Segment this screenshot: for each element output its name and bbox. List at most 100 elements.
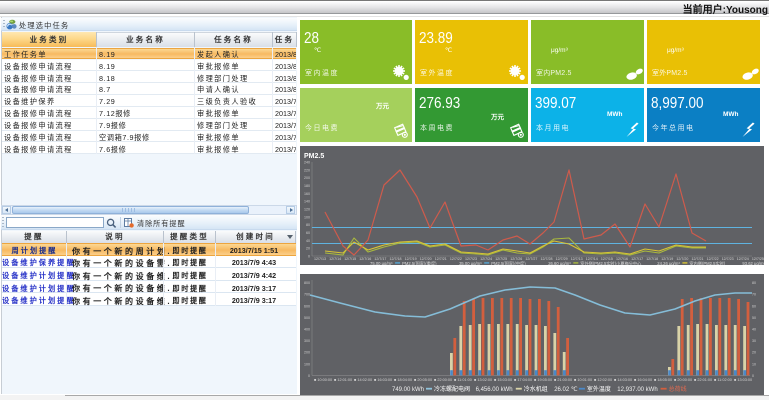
svg-text:■ 14:02:00: ■ 14:02:00 — [354, 378, 372, 382]
svg-text:■ 17:04:00: ■ 17:04:00 — [514, 378, 532, 382]
svg-text:100: 100 — [304, 362, 310, 366]
svg-text:■ 13:03:00: ■ 13:03:00 — [734, 378, 752, 382]
svg-text:12/7/27: 12/7/27 — [525, 257, 537, 261]
svg-text:12/7/22: 12/7/22 — [707, 257, 719, 261]
svg-text:0: 0 — [308, 255, 310, 259]
svg-text:■ 11:02:00: ■ 11:02:00 — [714, 378, 732, 382]
svg-text:70: 70 — [752, 293, 756, 297]
svg-text:■ 20:05:00: ■ 20:05:00 — [414, 378, 432, 382]
svg-text:180: 180 — [304, 184, 310, 188]
svg-text:总荷线: 总荷线 — [669, 385, 687, 393]
svg-text:700: 700 — [304, 293, 310, 297]
svg-text:24.26 μg/m³: 24.26 μg/m³ — [657, 261, 680, 265]
svg-text:■ 15:03:00: ■ 15:03:00 — [494, 378, 512, 382]
svg-text:35.00 μg/m³: 35.00 μg/m³ — [459, 261, 482, 265]
svg-text:60: 60 — [306, 231, 310, 235]
svg-text:■ 19:05:00: ■ 19:05:00 — [534, 378, 552, 382]
svg-text:12,937.00 kWh: 12,937.00 kWh — [617, 387, 657, 393]
svg-text:■ 18:05:00: ■ 18:05:00 — [654, 378, 672, 382]
svg-text:80: 80 — [306, 223, 310, 227]
svg-text:60: 60 — [752, 304, 756, 308]
svg-text:12/7/13: 12/7/13 — [571, 257, 583, 261]
svg-text:200: 200 — [304, 351, 310, 355]
svg-text:12/7/15: 12/7/15 — [344, 257, 356, 261]
svg-text:■ 16:03:00: ■ 16:03:00 — [374, 378, 392, 382]
svg-text:160: 160 — [304, 192, 310, 196]
svg-text:12/7/23: 12/7/23 — [465, 257, 477, 261]
svg-text:400: 400 — [304, 328, 310, 332]
svg-text:12/7/13: 12/7/13 — [314, 257, 326, 261]
svg-text:12/7/17: 12/7/17 — [631, 257, 643, 261]
svg-text:80: 80 — [752, 281, 756, 285]
svg-text:冷水机组: 冷水机组 — [524, 385, 548, 393]
svg-text:■ 11:01:00: ■ 11:01:00 — [454, 378, 472, 382]
svg-text:12/7/20: 12/7/20 — [676, 257, 688, 261]
svg-text:冷冻螺配电阀: 冷冻螺配电阀 — [434, 385, 470, 393]
svg-text:749.00 kWh: 749.00 kWh — [392, 387, 424, 393]
svg-text:75.00 μg/m³: 75.00 μg/m³ — [370, 261, 393, 265]
svg-text:12/7/19: 12/7/19 — [405, 257, 417, 261]
svg-text:240: 240 — [304, 161, 310, 165]
svg-text:■ 14:03:00: ■ 14:03:00 — [614, 378, 632, 382]
svg-text:12/7/20: 12/7/20 — [420, 257, 432, 261]
svg-text:■ 21:00:00: ■ 21:00:00 — [554, 378, 572, 382]
svg-text:12/7/29: 12/7/29 — [556, 257, 568, 261]
svg-text:12/7/24: 12/7/24 — [480, 257, 492, 261]
svg-text:■ 18:04:00: ■ 18:04:00 — [394, 378, 412, 382]
svg-text:室外温度: 室外温度 — [587, 385, 611, 393]
svg-text:12/7/15: 12/7/15 — [601, 257, 613, 261]
svg-text:20: 20 — [752, 351, 756, 355]
svg-text:12/7/24: 12/7/24 — [737, 257, 749, 261]
svg-text:■ 20:00:00: ■ 20:00:00 — [674, 378, 692, 382]
svg-text:12/7/18: 12/7/18 — [390, 257, 402, 261]
svg-text:500: 500 — [304, 316, 310, 320]
svg-text:12/7/14: 12/7/14 — [329, 257, 341, 261]
svg-text:12/7/14: 12/7/14 — [586, 257, 598, 261]
svg-text:12/7/25: 12/7/25 — [752, 257, 764, 261]
svg-text:■ 13:02:00: ■ 13:02:00 — [474, 378, 492, 382]
svg-text:■ 12:01:00: ■ 12:01:00 — [334, 378, 352, 382]
svg-text:0: 0 — [752, 374, 754, 378]
svg-text:室外侧(PM2.5实时)小夏梅分中心: 室外侧(PM2.5实时)小夏梅分中心 — [580, 260, 642, 265]
svg-text:40: 40 — [306, 239, 310, 243]
svg-text:12/7/21: 12/7/21 — [692, 257, 704, 261]
svg-text:12/7/28: 12/7/28 — [541, 257, 553, 261]
svg-text:20: 20 — [306, 247, 310, 251]
svg-text:10: 10 — [752, 362, 756, 366]
svg-text:12/7/22: 12/7/22 — [450, 257, 462, 261]
svg-text:26.02 ℃: 26.02 ℃ — [554, 387, 578, 393]
svg-text:12/7/21: 12/7/21 — [435, 257, 447, 261]
svg-text:12/7/23: 12/7/23 — [722, 257, 734, 261]
svg-text:12/7/19: 12/7/19 — [661, 257, 673, 261]
svg-text:12/7/16: 12/7/16 — [359, 257, 371, 261]
svg-text:0: 0 — [308, 374, 310, 378]
svg-text:100: 100 — [304, 215, 310, 219]
svg-text:30: 30 — [752, 339, 756, 343]
svg-text:12/7/16: 12/7/16 — [616, 257, 628, 261]
svg-text:800: 800 — [304, 281, 310, 285]
svg-text:PM2.5(国家)(中度): PM2.5(国家)(中度) — [491, 260, 526, 265]
svg-text:6,456.00 kWh: 6,456.00 kWh — [476, 387, 513, 393]
svg-text:12/7/18: 12/7/18 — [646, 257, 658, 261]
svg-text:93.62 μg/m³: 93.62 μg/m³ — [742, 261, 764, 265]
svg-text:600: 600 — [304, 304, 310, 308]
svg-text:■ 10:01:00: ■ 10:01:00 — [574, 378, 592, 382]
svg-text:■ 16:04:00: ■ 16:04:00 — [634, 378, 652, 382]
svg-text:120: 120 — [304, 208, 310, 212]
svg-text:PM2.5: PM2.5 — [304, 153, 324, 160]
svg-text:140: 140 — [304, 200, 310, 204]
svg-text:12/7/25: 12/7/25 — [495, 257, 507, 261]
svg-text:■ 22:00:00: ■ 22:00:00 — [434, 378, 452, 382]
svg-text:12/7/17: 12/7/17 — [374, 257, 386, 261]
svg-text:PM2.5(国家)(重度): PM2.5(国家)(重度) — [402, 260, 437, 265]
svg-text:200: 200 — [304, 176, 310, 180]
svg-text:■ 10:00:00: ■ 10:00:00 — [314, 378, 332, 382]
svg-text:■ 22:01:00: ■ 22:01:00 — [694, 378, 712, 382]
svg-text:室内侧(PM2.5实时): 室内侧(PM2.5实时) — [689, 260, 725, 265]
svg-text:■ 12:02:00: ■ 12:02:00 — [594, 378, 612, 382]
svg-text:50: 50 — [752, 316, 756, 320]
svg-text:300: 300 — [304, 339, 310, 343]
svg-text:26.60 μg/m³: 26.60 μg/m³ — [548, 261, 571, 265]
svg-text:12/7/26: 12/7/26 — [510, 257, 522, 261]
svg-text:220: 220 — [304, 168, 310, 172]
